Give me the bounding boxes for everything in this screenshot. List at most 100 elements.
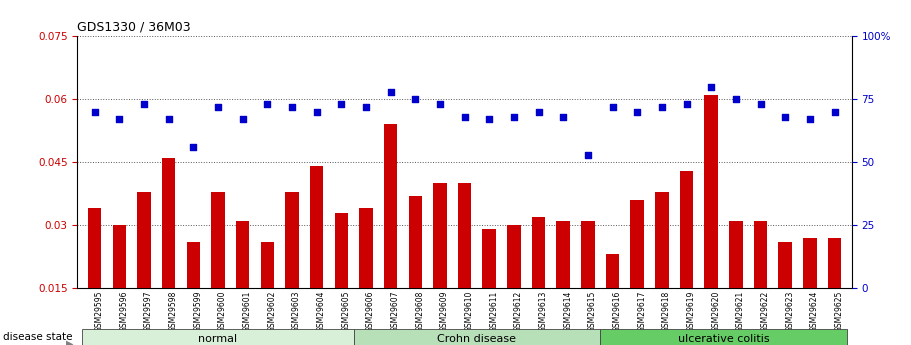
Point (161, 117, 176, 122)
Text: ulcerative colitis: ulcerative colitis (678, 334, 770, 344)
Bar (704, 95, 718, 345)
Text: GSM29595: GSM29595 (95, 291, 104, 332)
Point (630, 109, 644, 115)
Text: GSM29617: GSM29617 (637, 291, 646, 332)
Bar (458, 183, 471, 345)
Point (186, 144, 200, 150)
Bar (236, 221, 250, 345)
Point (112, 117, 127, 122)
Text: GSM29600: GSM29600 (218, 291, 227, 332)
Text: GSM29609: GSM29609 (440, 291, 449, 332)
Point (87, 109, 102, 115)
Bar (557, 221, 570, 345)
Point (310, 109, 324, 115)
Bar (310, 166, 323, 345)
Bar (433, 183, 446, 345)
Text: GSM29620: GSM29620 (711, 291, 721, 332)
Bar (729, 221, 742, 345)
Text: GDS1330 / 36M03: GDS1330 / 36M03 (77, 21, 191, 34)
Text: GSM29606: GSM29606 (366, 291, 375, 332)
Text: GSM29625: GSM29625 (834, 291, 844, 332)
Bar (211, 191, 225, 345)
Bar (655, 191, 669, 345)
Text: GSM29605: GSM29605 (342, 291, 351, 332)
Text: GSM29612: GSM29612 (514, 291, 523, 332)
Text: GSM29616: GSM29616 (612, 291, 621, 332)
Point (260, 101, 274, 107)
Text: GSM29607: GSM29607 (391, 291, 400, 332)
Point (556, 114, 570, 120)
Point (482, 117, 496, 122)
Bar (82, 329, 353, 345)
Text: GSM29597: GSM29597 (144, 291, 153, 332)
Text: GSM29599: GSM29599 (193, 291, 202, 332)
Bar (804, 238, 816, 345)
Bar (778, 242, 792, 345)
Point (285, 104, 300, 109)
Text: GSM29613: GSM29613 (538, 291, 548, 332)
Point (803, 117, 817, 122)
Point (137, 101, 151, 107)
Text: GSM29611: GSM29611 (489, 291, 498, 332)
Text: normal: normal (199, 334, 238, 344)
Bar (113, 225, 126, 345)
Point (680, 101, 694, 107)
Bar (680, 170, 693, 345)
Bar (581, 221, 595, 345)
Point (827, 109, 842, 115)
Point (433, 101, 447, 107)
Text: GSM29615: GSM29615 (588, 291, 597, 332)
Bar (353, 329, 600, 345)
Bar (285, 191, 299, 345)
Text: GSM29618: GSM29618 (662, 291, 670, 332)
Point (531, 109, 546, 115)
Text: GSM29596: GSM29596 (119, 291, 128, 332)
Bar (507, 225, 521, 345)
Text: GSM29601: GSM29601 (242, 291, 251, 332)
Bar (384, 124, 397, 345)
Point (334, 101, 349, 107)
Bar (88, 208, 101, 345)
Text: GSM29602: GSM29602 (267, 291, 276, 332)
Bar (630, 200, 644, 345)
Bar (532, 217, 546, 345)
Point (778, 114, 793, 120)
Text: GSM29603: GSM29603 (292, 291, 301, 332)
Text: GSM29619: GSM29619 (687, 291, 696, 332)
Bar (187, 242, 200, 345)
Bar (606, 255, 619, 345)
Point (753, 101, 768, 107)
Bar (261, 242, 274, 345)
Text: GSM29608: GSM29608 (415, 291, 425, 332)
Text: GSM29598: GSM29598 (169, 291, 178, 332)
Bar (828, 238, 841, 345)
Text: GSM29610: GSM29610 (465, 291, 474, 332)
Point (359, 104, 374, 109)
Point (235, 117, 250, 122)
Point (507, 114, 521, 120)
Bar (483, 229, 496, 345)
Text: GSM29624: GSM29624 (810, 291, 819, 332)
Text: disease state: disease state (4, 332, 73, 342)
Text: GSM29622: GSM29622 (761, 291, 770, 332)
Point (655, 104, 670, 109)
Point (580, 152, 595, 157)
Bar (162, 158, 176, 345)
Bar (408, 196, 422, 345)
Bar (753, 221, 767, 345)
Bar (334, 213, 348, 345)
Point (408, 96, 423, 102)
Point (210, 104, 225, 109)
Point (704, 84, 719, 89)
Text: ▶: ▶ (67, 338, 74, 345)
Bar (138, 191, 151, 345)
Text: GSM29623: GSM29623 (785, 291, 794, 332)
Point (457, 114, 472, 120)
Text: GSM29604: GSM29604 (317, 291, 325, 332)
Point (384, 89, 398, 95)
Bar (600, 329, 847, 345)
Text: Crohn disease: Crohn disease (437, 334, 517, 344)
Point (605, 104, 619, 109)
Point (729, 96, 743, 102)
Bar (359, 208, 373, 345)
